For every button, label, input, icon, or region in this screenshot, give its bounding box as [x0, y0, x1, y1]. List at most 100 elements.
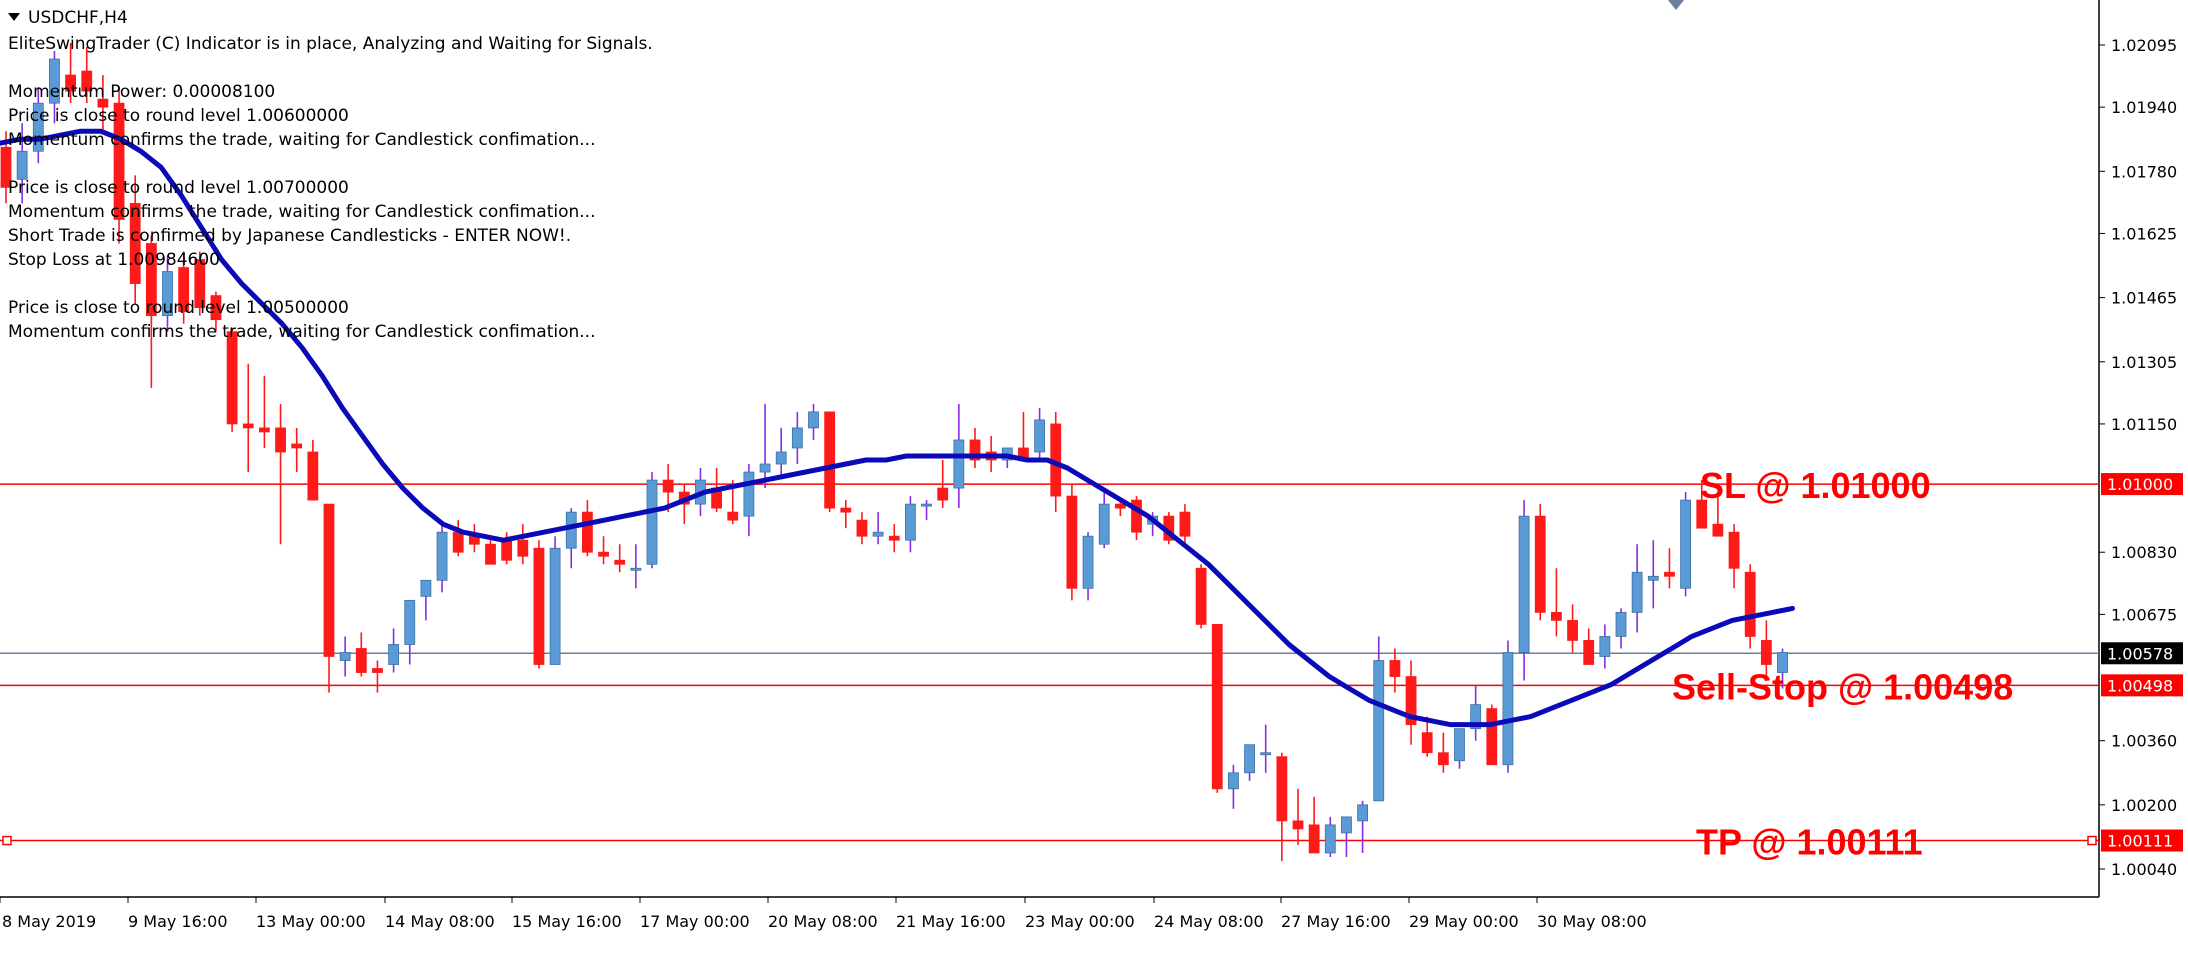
candle: [1599, 624, 1611, 669]
candle: [1680, 492, 1691, 597]
candle-body: [517, 539, 529, 557]
candle-body: [242, 423, 254, 429]
candle-body: [113, 102, 125, 220]
candle: [49, 51, 60, 124]
price-tick-label: 1.00675: [2111, 605, 2177, 624]
candle-body: [436, 531, 448, 581]
candle: [969, 427, 981, 469]
candle: [1244, 744, 1255, 781]
candle-body: [1631, 571, 1643, 613]
candle-body: [1534, 515, 1546, 613]
candle: [162, 255, 173, 332]
price-tick-label: 1.01625: [2111, 224, 2177, 243]
candle: [921, 500, 932, 521]
candle-body: [1615, 611, 1627, 637]
candle: [646, 472, 658, 569]
candle-body: [1389, 660, 1401, 677]
time-tick-label: 29 May 00:00: [1409, 912, 1519, 931]
candle-body: [1583, 640, 1595, 665]
candle-body: [291, 443, 303, 449]
candle-body: [1744, 571, 1756, 637]
chart-shift-marker-icon[interactable]: [1668, 0, 1684, 10]
candle-body: [210, 295, 222, 321]
candle-body: [16, 150, 28, 180]
candle: [436, 524, 448, 593]
candle-body: [1502, 652, 1514, 766]
candle: [1583, 628, 1595, 665]
time-tick-label: 21 May 16:00: [896, 912, 1006, 931]
candle: [791, 411, 803, 465]
candle-body: [1244, 744, 1255, 774]
candle: [614, 544, 626, 573]
candle: [388, 628, 400, 673]
candle-body: [129, 202, 141, 284]
candle-body: [549, 547, 561, 665]
level-label: TP @ 1.00111: [1696, 822, 1923, 863]
time-tick-label: 13 May 00:00: [256, 912, 366, 931]
candle-body: [1518, 515, 1530, 653]
candle-body: [1034, 419, 1045, 453]
candle: [743, 464, 755, 537]
indicator-message-line: Momentum confirms the trade, waiting for…: [8, 322, 595, 342]
candle-body: [1599, 636, 1611, 657]
candle-body: [969, 439, 981, 461]
candle: [1228, 764, 1239, 809]
time-tick-label: 23 May 00:00: [1025, 912, 1135, 931]
candle-body: [1228, 772, 1239, 790]
candle-body: [1712, 523, 1724, 537]
candle-body: [258, 427, 270, 433]
candle: [824, 411, 836, 513]
candle-body: [0, 146, 12, 188]
candle: [258, 375, 270, 448]
candle-body: [1211, 624, 1223, 790]
candle: [178, 251, 190, 324]
price-badge-label: 1.00498: [2107, 676, 2173, 695]
candle-body: [808, 411, 819, 429]
candle: [1341, 816, 1352, 857]
candle-body: [533, 547, 545, 665]
price-badge-label: 1.01000: [2107, 475, 2173, 494]
candle-body: [1276, 756, 1288, 822]
candle: [1534, 504, 1546, 621]
candle-body: [775, 451, 787, 465]
candle-body: [937, 487, 949, 501]
candle: [1777, 648, 1788, 689]
candle-body: [1260, 752, 1272, 756]
candle: [1631, 544, 1643, 633]
candle-body: [1647, 575, 1659, 581]
symbol-dropdown-icon[interactable]: [8, 13, 20, 21]
candle-body: [1680, 499, 1691, 589]
candle: [905, 496, 916, 553]
candle-body: [824, 411, 836, 509]
candle: [1098, 492, 1110, 549]
candle-body: [145, 243, 157, 317]
candle-body: [1131, 499, 1142, 533]
candle-body: [840, 507, 852, 513]
candle: [210, 291, 222, 332]
candle: [1373, 636, 1385, 802]
candle: [404, 599, 416, 665]
indicator-message-line: Stop Loss at 1.00984600: [8, 250, 220, 270]
candle: [1470, 684, 1482, 741]
candle-body: [404, 599, 416, 645]
candle-body: [1567, 619, 1578, 641]
candle: [129, 175, 141, 304]
candle: [1195, 564, 1207, 629]
indicator-message-line: EliteSwingTrader (C) Indicator is in pla…: [8, 34, 653, 54]
price-tick-label: 1.00830: [2111, 543, 2177, 562]
candle: [937, 460, 949, 509]
candle: [1486, 704, 1498, 766]
candle-body: [1470, 704, 1482, 730]
candle: [1357, 800, 1368, 853]
candle: [1728, 524, 1740, 589]
candle-body: [1664, 571, 1675, 577]
candle: [888, 524, 900, 553]
candle-body: [727, 511, 739, 521]
candle: [307, 439, 319, 501]
candle-body: [339, 652, 351, 661]
candle: [355, 632, 367, 677]
time-tick-label: 20 May 08:00: [768, 912, 878, 931]
price-badge: [2101, 473, 2183, 496]
